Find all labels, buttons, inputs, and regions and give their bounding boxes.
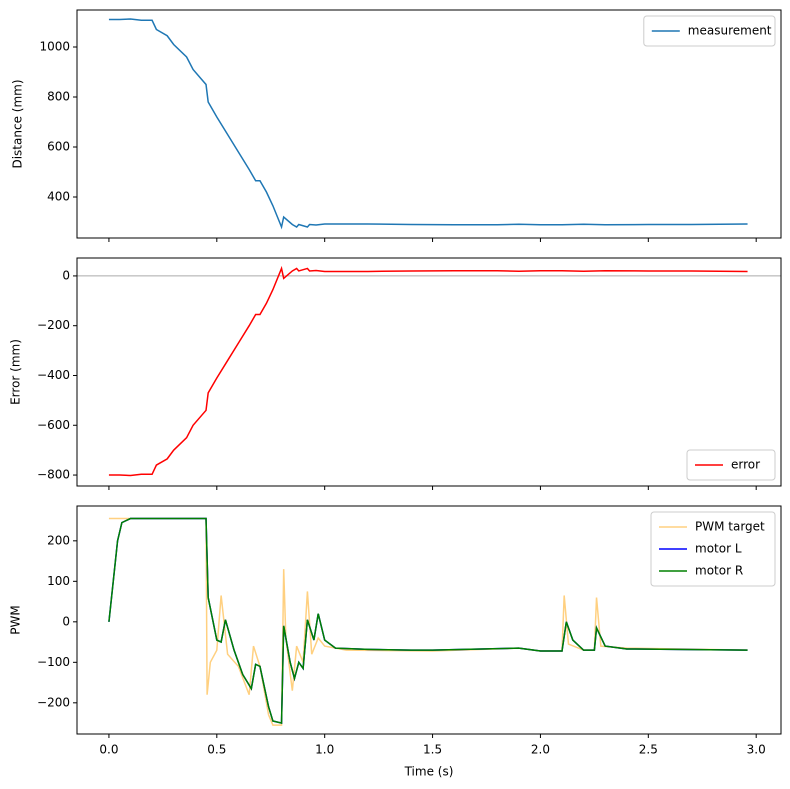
y-tick-label: 0 (62, 268, 70, 282)
x-tick-label: 2.5 (639, 743, 658, 757)
y-tick-label: 800 (47, 90, 70, 104)
legend-label: motor L (695, 542, 742, 556)
x-tick-label: 3.0 (747, 743, 766, 757)
y-tick-label: −200 (37, 318, 70, 332)
series-line (108, 18, 748, 230)
x-tick-label: 1.0 (315, 743, 334, 757)
y-axis-label: Distance (mm) (11, 79, 25, 168)
y-tick-label: 200 (47, 533, 70, 547)
x-tick-label: 0.5 (207, 743, 226, 757)
y-tick-label: 600 (47, 140, 70, 154)
series-line (108, 517, 748, 726)
axes-frame (76, 9, 782, 239)
axes-frame (76, 257, 782, 487)
legend-label: error (731, 458, 760, 472)
y-tick-label: −800 (37, 468, 70, 482)
series-line (108, 265, 748, 477)
y-tick-label: −600 (37, 418, 70, 432)
x-axis-label: Time (s) (404, 765, 454, 779)
axes-frame (76, 505, 782, 735)
legend-label: measurement (688, 24, 772, 38)
legend-box (686, 449, 776, 481)
y-tick-label: 0 (62, 614, 70, 628)
y-tick-label: 100 (47, 574, 70, 588)
y-tick-label: 400 (47, 190, 70, 204)
legend-box (650, 511, 776, 587)
y-axis-label: PWM (9, 605, 23, 634)
series-line (108, 517, 748, 725)
x-tick-label: 2.0 (531, 743, 550, 757)
legend-label: motor R (695, 564, 743, 578)
y-tick-label: −400 (37, 368, 70, 382)
legend-label: PWM target (695, 520, 765, 534)
y-tick-label: 1000 (39, 40, 70, 54)
y-tick-label: −200 (37, 695, 70, 709)
legend-box (643, 15, 776, 47)
y-axis-label: Error (mm) (9, 339, 23, 405)
x-tick-label: 0.0 (99, 743, 118, 757)
y-tick-label: −100 (37, 655, 70, 669)
x-tick-label: 1.5 (423, 743, 442, 757)
